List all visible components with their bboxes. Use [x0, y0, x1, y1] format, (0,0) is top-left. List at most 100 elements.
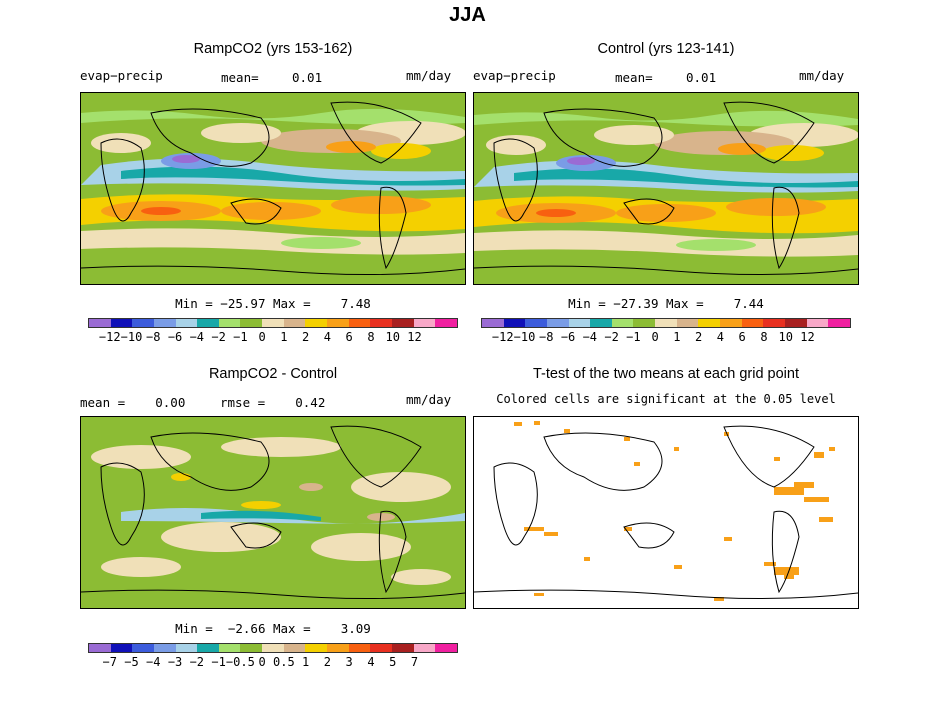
- control-unit-label: mm/day: [799, 68, 845, 83]
- colorbar-top-right-swatch: [482, 319, 504, 327]
- colorbar-bottom-swatch: [370, 644, 392, 652]
- control-mean-value: 0.01: [686, 70, 717, 85]
- colorbar-bottom-tick-label: −3: [167, 655, 183, 669]
- colorbar-top-left-tick-label: −1: [233, 330, 248, 344]
- control-panel-title: Control (yrs 123-141): [597, 41, 735, 57]
- colorbar-bottom-tick-label: −0.5: [225, 655, 255, 669]
- colorbar-top-right-swatch: [611, 319, 634, 327]
- control-min-max: Min = −27.39 Max = 7.44: [568, 296, 764, 311]
- colorbar-top-left-swatch: [262, 319, 284, 327]
- colorbar-top-left-swatch: [435, 319, 457, 327]
- control-map-fields: [474, 93, 858, 284]
- colorbar-bottom-swatch: [262, 644, 284, 652]
- colorbar-top-left-tick-label: 12: [407, 330, 422, 344]
- colorbar-bottom-swatch: [175, 644, 198, 652]
- colorbar-top-left-swatch: [327, 319, 349, 327]
- colorbar-top-right-tick-label: −12: [491, 330, 514, 344]
- colorbar-top-right-tick-label: −1: [626, 330, 641, 344]
- colorbar-bottom-tick-label: −4: [146, 655, 161, 669]
- colorbar-top-right-swatch: [633, 319, 656, 327]
- colorbar-top-left-swatch: [89, 319, 111, 327]
- ramp-coastlines: [81, 101, 465, 276]
- colorbar-top-left-tick-label: 0: [258, 330, 266, 344]
- diff-unit-label: mm/day: [406, 392, 452, 407]
- colorbar-top-right-ticks: −12 −10 −8 −6 −4 −2 −1 0 1 2 4 6 8 10 12: [481, 330, 851, 346]
- colorbar-top-right-swatch: [720, 319, 742, 327]
- colorbar-top-right-swatch: [655, 319, 677, 327]
- colorbar-top-left-swatch: [413, 319, 436, 327]
- colorbar-top-left-ticks: −12 −10 −8 −6 −4 −2 −1 0 1 2 4 6 8 10 12: [88, 330, 458, 346]
- colorbar-bottom-swatch: [283, 644, 306, 652]
- colorbar-top-right-tick-label: 4: [716, 330, 725, 344]
- colorbar-top-left-tick-label: −8: [146, 330, 161, 344]
- colorbar-bottom-tick-label: −2: [189, 655, 205, 669]
- colorbar-top-left: [88, 318, 458, 328]
- colorbar-bottom-tick-label: 5: [389, 655, 397, 669]
- ramp-map-fields: [81, 93, 465, 284]
- colorbar-bottom-swatch: [240, 644, 263, 652]
- diff-map-fields: [81, 417, 465, 608]
- colorbar-top-left-swatch: [391, 319, 414, 327]
- ttest-significance-map: [473, 416, 859, 609]
- colorbar-top-right-swatch: [525, 319, 547, 327]
- colorbar-bottom-tick-label: −5: [124, 655, 139, 669]
- colorbar-top-right-swatch: [806, 319, 829, 327]
- colorbar-top-left-swatch: [370, 319, 392, 327]
- colorbar-top-left-swatch: [175, 319, 198, 327]
- colorbar-top-right-swatch: [590, 319, 612, 327]
- ramp-mean-value: 0.01: [292, 70, 323, 85]
- ramp-mean-label: mean=: [221, 70, 259, 85]
- colorbar-bottom-swatch: [197, 644, 219, 652]
- colorbar-bottom-swatch: [348, 644, 371, 652]
- colorbar-bottom-tick-label: 3: [345, 655, 353, 669]
- colorbar-bottom-swatch: [305, 644, 328, 652]
- colorbar-top-left-swatch: [305, 319, 328, 327]
- colorbar-top-right-tick-label: 1: [673, 330, 681, 344]
- control-variable-label: evap−precip: [473, 68, 556, 83]
- significant-cells: [514, 421, 835, 601]
- colorbar-top-left-tick-label: −4: [189, 330, 205, 344]
- colorbar-bottom-swatch: [89, 644, 111, 652]
- colorbar-bottom-swatch: [327, 644, 349, 652]
- colorbar-top-right-tick-label: 6: [738, 330, 746, 344]
- colorbar-top-left-tick-label: 6: [345, 330, 353, 344]
- colorbar-top-right-swatch: [546, 319, 569, 327]
- colorbar-top-right-tick-label: −4: [582, 330, 598, 344]
- diff-min-max: Min = −2.66 Max = 3.09: [175, 621, 371, 636]
- colorbar-top-left-tick-label: −6: [167, 330, 183, 344]
- colorbar-top-right-swatch: [676, 319, 699, 327]
- colorbar-top-right-swatch: [503, 319, 526, 327]
- colorbar-top-right-swatch: [568, 319, 591, 327]
- colorbar-top-left-swatch: [153, 319, 176, 327]
- colorbar-top-right-tick-label: 2: [695, 330, 703, 344]
- colorbar-top-right-tick-label: 0: [651, 330, 659, 344]
- control-coastlines: [474, 101, 858, 276]
- colorbar-top-right-tick-label: −2: [604, 330, 619, 344]
- colorbar-bottom-swatch: [435, 644, 457, 652]
- colorbar-top-right-tick-label: −10: [513, 330, 536, 344]
- colorbar-bottom-swatch: [153, 644, 176, 652]
- figure-title: JJA: [449, 4, 486, 26]
- colorbar-bottom-tick-label: 1: [302, 655, 310, 669]
- colorbar-bottom-tick-label: 0: [258, 655, 266, 669]
- colorbar-bottom: [88, 643, 458, 653]
- ramp-min-max: Min = −25.97 Max = 7.48: [175, 296, 371, 311]
- colorbar-top-left-swatch: [283, 319, 306, 327]
- colorbar-top-right-tick-label: 10: [778, 330, 793, 344]
- ttest-panel-title: T-test of the two means at each grid poi…: [533, 366, 799, 382]
- colorbar-top-right-swatch: [763, 319, 785, 327]
- colorbar-top-left-tick-label: 1: [280, 330, 288, 344]
- diff-rmse-text: rmse = 0.42: [220, 395, 326, 410]
- colorbar-bottom-tick-label: 4: [367, 655, 375, 669]
- colorbar-top-left-tick-label: 2: [302, 330, 310, 344]
- colorbar-top-left-tick-label: 8: [367, 330, 375, 344]
- colorbar-top-right-swatch: [698, 319, 721, 327]
- colorbar-bottom-tick-label: −1: [211, 655, 226, 669]
- colorbar-bottom-swatch: [391, 644, 414, 652]
- ttest-subtitle: Colored cells are significant at the 0.0…: [496, 392, 836, 406]
- ramp-panel-title: RampCO2 (yrs 153-162): [193, 41, 353, 57]
- colorbar-top-right: [481, 318, 851, 328]
- colorbar-bottom-swatch: [413, 644, 436, 652]
- colorbar-top-left-tick-label: −10: [120, 330, 143, 344]
- colorbar-bottom-swatch: [218, 644, 241, 652]
